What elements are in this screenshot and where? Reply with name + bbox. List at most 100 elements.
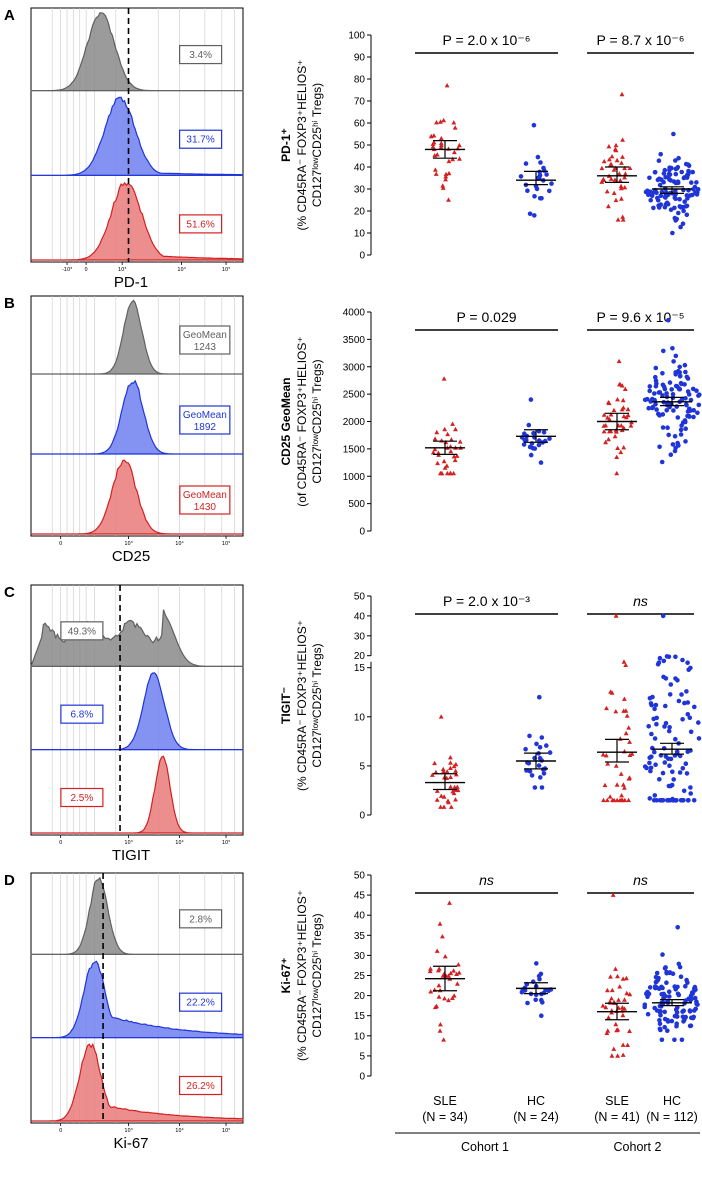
data-point-hc	[675, 441, 681, 447]
scatter-plot: 0 5 10 15 20 25 30 35 40 45 50 Ki-67⁺ (% CD45RA⁻ FOX…	[279, 871, 700, 1083]
data-point-sle	[448, 765, 453, 770]
data-point-hc	[647, 985, 653, 990]
data-point-hc	[532, 446, 538, 451]
panel-letter: A	[4, 7, 15, 24]
stat-box	[179, 405, 231, 435]
data-point-hc	[649, 731, 654, 737]
stat-box	[179, 44, 223, 65]
data-point-sle	[446, 146, 451, 151]
data-point-hc	[690, 192, 695, 198]
data-point-sle	[627, 739, 632, 744]
data-point-hc	[668, 452, 674, 458]
data-point-hc	[522, 437, 528, 443]
stat-box	[60, 621, 104, 641]
data-point-hc	[652, 706, 657, 712]
data-point-sle	[609, 690, 615, 695]
data-point-sle	[614, 1027, 620, 1033]
y-tick-label: 0	[359, 811, 365, 822]
data-point-hc	[670, 230, 675, 236]
data-point-sle	[442, 426, 448, 432]
data-point-hc	[688, 791, 693, 796]
data-point-hc	[676, 698, 682, 704]
data-point-hc	[694, 388, 699, 394]
histogram: 3.4% 31.7% 51.6% -10³ 0 10³ 10⁴ 10⁵ PD-1	[30, 7, 244, 291]
data-point-sle	[605, 415, 610, 420]
data-point-hc	[661, 658, 667, 664]
data-point-hc	[683, 369, 688, 375]
data-point-hc	[653, 979, 659, 985]
data-point-sle	[448, 774, 453, 779]
data-point-sle	[620, 1052, 626, 1057]
data-point-hc	[676, 155, 681, 161]
data-point-hc	[532, 785, 538, 790]
data-point-sle	[627, 752, 633, 757]
y-tick-label: 35	[354, 931, 366, 942]
data-point-hc	[685, 980, 690, 985]
data-point-hc	[650, 396, 655, 402]
data-point-hc	[653, 401, 658, 407]
data-point-sle	[453, 426, 458, 432]
histogram-tick-label: 10³	[124, 1128, 132, 1134]
data-point-sle	[617, 984, 623, 989]
data-point-hc	[666, 756, 671, 761]
data-point-sle	[442, 996, 447, 1001]
y-label-line: CD127ˡᵒʷCD25ʰⁱ Tregs)	[310, 643, 324, 767]
data-point-sle	[600, 1003, 606, 1008]
data-point-hc	[538, 160, 543, 165]
data-point-hc	[653, 762, 658, 767]
group-n: (N = 24)	[513, 1110, 559, 1124]
data-point-hc	[654, 715, 659, 721]
data-point-hc	[646, 405, 651, 411]
data-point-hc	[653, 702, 659, 708]
data-point-hc	[647, 384, 653, 389]
y-tick-label: 60	[354, 119, 366, 130]
data-point-hc	[669, 1018, 675, 1024]
data-point-hc	[677, 770, 683, 775]
data-point-sle	[601, 158, 607, 164]
data-point-sle	[434, 1003, 439, 1009]
data-point-sle	[441, 794, 447, 799]
data-point-hc	[667, 763, 672, 768]
stat-box	[179, 992, 223, 1012]
group-n: (N = 112)	[646, 1110, 698, 1124]
data-point-hc	[525, 188, 530, 193]
stat-value: 51.6%	[186, 219, 214, 230]
data-point-hc	[695, 410, 700, 416]
y-tick-label: 5	[359, 761, 365, 772]
data-point-sle	[606, 1015, 611, 1020]
data-point-hc	[532, 194, 537, 199]
y-tick-label: 25	[354, 971, 366, 982]
data-point-hc	[673, 736, 678, 742]
y-tick-label: 5	[359, 1051, 365, 1062]
data-point-hc	[687, 406, 692, 412]
data-point-sle	[620, 1012, 626, 1018]
data-point-sle	[440, 973, 446, 978]
data-point-sle	[451, 763, 457, 769]
data-point-hc	[692, 995, 698, 1001]
data-point-sle	[615, 217, 621, 222]
y-label: TIGIT⁻ (% CD45RA⁻ FOXP3⁺HELIOS⁺ CD127ˡᵒʷCD…	[279, 620, 324, 791]
data-point-sle	[629, 751, 635, 756]
data-point-hc	[649, 405, 655, 411]
data-point-sle	[605, 1028, 611, 1033]
data-point-hc	[672, 434, 678, 439]
data-point-sle	[609, 996, 614, 1001]
data-point-hc	[673, 196, 678, 201]
data-point-hc	[664, 969, 669, 975]
stat-value: 26.2%	[186, 1081, 214, 1092]
data-point-sle	[438, 804, 443, 809]
data-point-sle	[440, 185, 446, 190]
data-point-hc	[697, 392, 702, 398]
data-point-sle	[438, 793, 444, 798]
data-point-hc	[662, 760, 668, 765]
data-point-hc	[538, 460, 544, 465]
histogram-xlabel: PD-1	[114, 274, 148, 291]
data-point-sle	[448, 804, 454, 809]
y-tick-label: 10	[354, 712, 366, 723]
data-point-hc	[686, 667, 691, 672]
data-point-sle	[448, 470, 454, 476]
data-point-sle	[613, 142, 619, 148]
data-point-hc	[534, 741, 539, 747]
data-point-hc	[675, 164, 681, 170]
data-point-hc	[681, 798, 686, 803]
